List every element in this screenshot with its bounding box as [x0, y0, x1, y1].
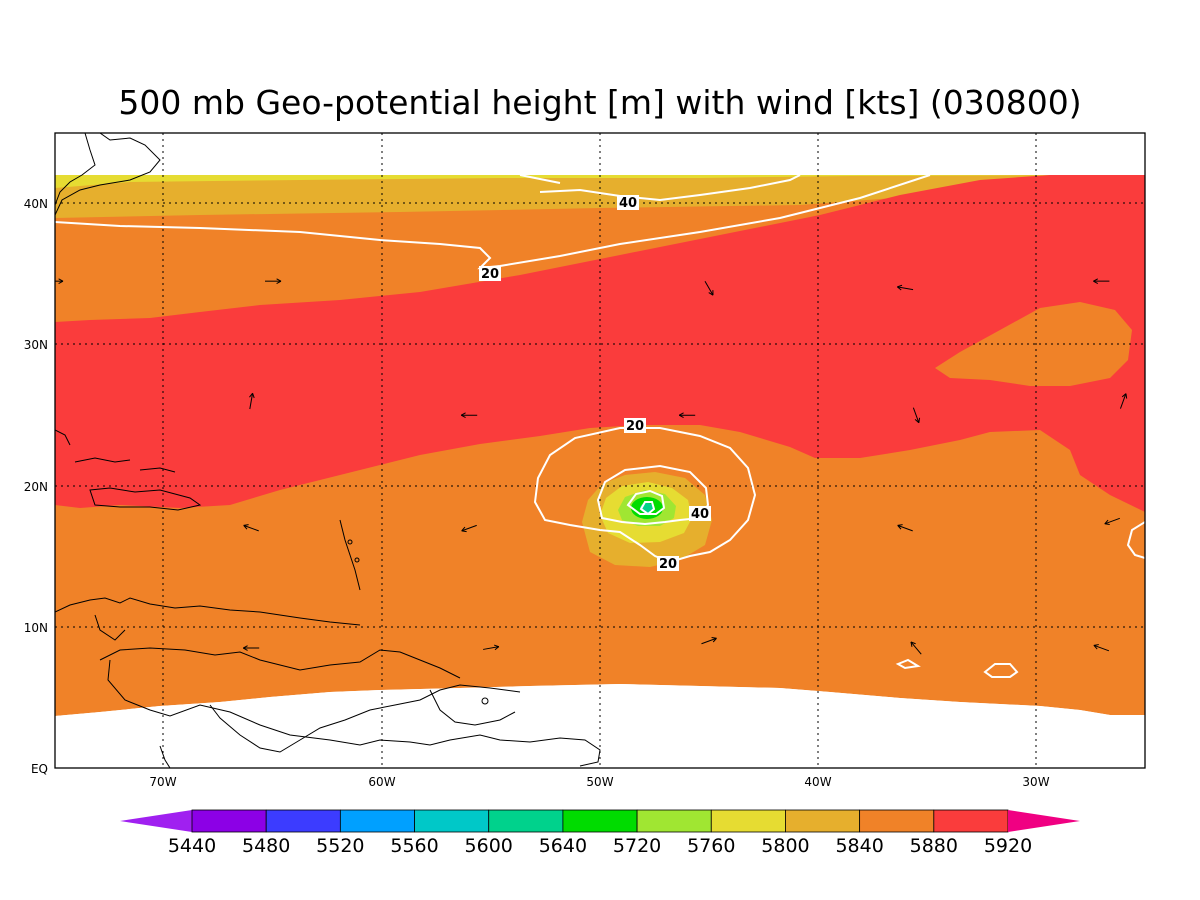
- y-tick-label: 20N: [24, 480, 48, 494]
- wind-vectors: [55, 278, 1128, 655]
- wind-arrow: [243, 524, 259, 532]
- svg-text:40: 40: [691, 507, 709, 522]
- wind-arrow: [460, 412, 478, 419]
- map-title: 500 mb Geo-potential height [m] with win…: [118, 83, 1081, 122]
- contour-label: 20: [479, 266, 501, 282]
- colorbar-swatch: [265, 809, 341, 833]
- colorbar-label: 5480: [242, 835, 290, 857]
- colorbar-label: 5640: [539, 835, 587, 857]
- y-tick-label: 40N: [24, 197, 48, 211]
- colorbar-swatch: [785, 809, 861, 833]
- contour-40-north: [539, 174, 801, 202]
- wind-arrow: [704, 281, 714, 296]
- contour-label: 40: [689, 506, 711, 522]
- colorbar-swatch: [562, 809, 638, 833]
- y-tick-label: 10N: [24, 621, 48, 635]
- contour-east-small: [983, 663, 1019, 678]
- wind-arrow: [249, 392, 255, 410]
- x-tick-label: 60W: [368, 775, 395, 789]
- colorbar-label: 5600: [465, 835, 513, 857]
- contour-label: 40: [617, 195, 639, 211]
- colorbar-label: 5880: [910, 835, 958, 857]
- colorbar-swatch: [636, 809, 712, 833]
- svg-text:20: 20: [481, 267, 499, 282]
- graticule: [55, 133, 1145, 768]
- wind-arrow: [1119, 393, 1128, 409]
- colorbar-swatch: [339, 809, 415, 833]
- svg-text:20: 20: [659, 557, 677, 572]
- colorbar-min-triangle: [120, 810, 192, 832]
- colorbar-swatch: [859, 809, 935, 833]
- wind-arrow: [912, 407, 921, 424]
- no-data-region: [55, 684, 1145, 768]
- wind-arrow: [678, 412, 696, 419]
- wind-arrow: [701, 637, 717, 645]
- svg-text:20: 20: [626, 419, 644, 434]
- colorbar-label: 5920: [984, 835, 1032, 857]
- x-tick-label: 40W: [804, 775, 831, 789]
- contour-east: [1126, 521, 1145, 559]
- wind-arrow: [910, 641, 922, 655]
- wind-arrow: [897, 524, 913, 532]
- wind-arrow: [461, 524, 477, 533]
- y-tick-label: 30N: [24, 338, 48, 352]
- colorbar-label: 5440: [168, 835, 216, 857]
- colorbar-label: 5800: [761, 835, 809, 857]
- colorbar-swatch: [191, 809, 267, 833]
- colorbar-label: 5840: [835, 835, 883, 857]
- wind-arrow: [242, 645, 260, 651]
- contour-east-small-b: [895, 658, 921, 670]
- wind-arrow: [897, 284, 914, 291]
- contour-label: 20: [657, 556, 679, 572]
- colorbar-label: 5520: [316, 835, 364, 857]
- svg-text:40: 40: [619, 196, 637, 211]
- colorbar-swatch: [488, 809, 564, 833]
- wind-arrow: [483, 644, 500, 651]
- colorbar-label: 5560: [390, 835, 438, 857]
- y-axis-ticks: EQ 10N 20N 30N 40N: [24, 197, 48, 776]
- x-tick-label: 30W: [1022, 775, 1049, 789]
- colorbar-label: 5720: [613, 835, 661, 857]
- x-axis-ticks: 70W 60W 50W 40W 30W: [149, 775, 1049, 789]
- map-frame: [54, 132, 1146, 769]
- wind-arrow: [1093, 644, 1110, 652]
- wind-arrow: [1093, 278, 1110, 285]
- x-tick-label: 70W: [149, 775, 176, 789]
- wind-arrow: [265, 278, 282, 285]
- colorbar: 5440 5480 5520 5560 5600 5640 5720 5760 5800 5840…: [120, 809, 1080, 857]
- colorbar-label: 5760: [687, 835, 735, 857]
- wind-arrow: [55, 278, 64, 285]
- contour-storm-inner: [626, 489, 666, 515]
- contour-40-north-b: [519, 174, 561, 184]
- contour-label: 20: [624, 418, 646, 434]
- wind-arrow: [1104, 517, 1120, 526]
- contour-20-ridge: [55, 174, 931, 270]
- colorbar-swatch: [933, 809, 1009, 833]
- x-tick-label: 50W: [586, 775, 613, 789]
- y-tick-label: EQ: [31, 762, 48, 776]
- coastlines: [55, 133, 601, 768]
- colorbar-swatch: [414, 809, 490, 833]
- contour-storm-core: [639, 501, 656, 516]
- colorbar-swatch: [710, 809, 786, 833]
- colorbar-max-triangle: [1008, 810, 1080, 832]
